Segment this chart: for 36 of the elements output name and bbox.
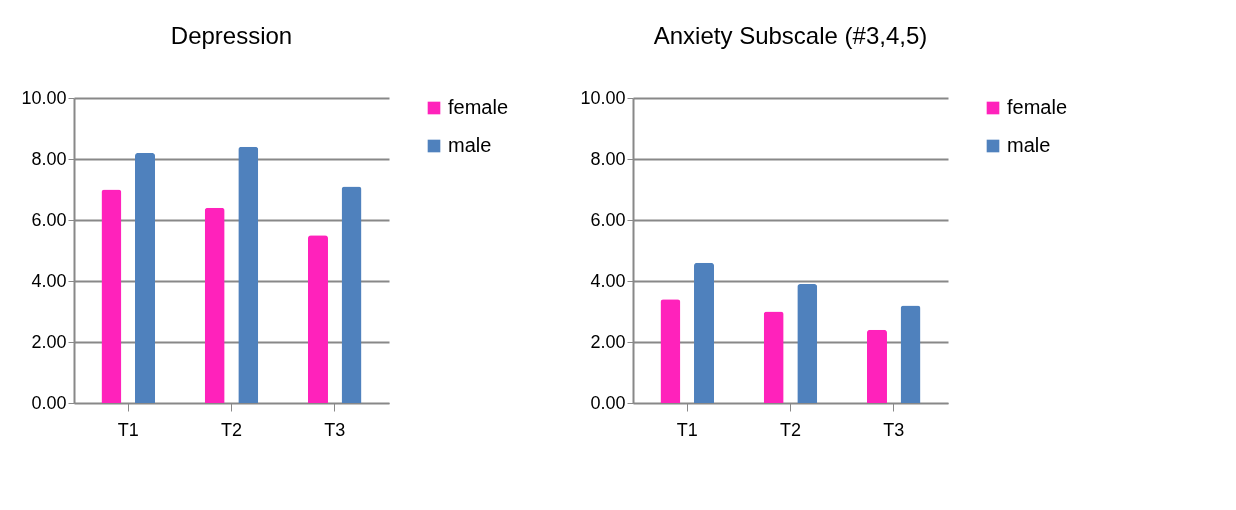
x-tick-label: T3 [324, 419, 346, 440]
x-tick-label: T2 [779, 419, 802, 440]
legend-label: male [1007, 134, 1051, 156]
bar [101, 189, 122, 403]
bar [308, 235, 328, 403]
y-tick-label: 2.00 [31, 331, 67, 352]
bar [204, 207, 225, 403]
x-tick-label: T1 [676, 419, 698, 440]
y-tick-label: 4.00 [31, 270, 67, 291]
y-tick-label: 10.00 [21, 87, 67, 108]
y-tick-label: 8.00 [31, 148, 67, 169]
bar [797, 284, 818, 403]
x-tick-label: T1 [117, 419, 139, 440]
bar [900, 305, 921, 403]
bar [135, 152, 155, 403]
x-tick-label: T3 [883, 419, 905, 440]
x-tick-label: T2 [220, 419, 243, 440]
y-tick-label: 2.00 [590, 331, 626, 352]
y-tick-label: 10.00 [580, 87, 626, 108]
bar [660, 299, 681, 403]
bar [238, 146, 259, 403]
y-tick-label: 0.00 [590, 392, 626, 413]
y-tick-label: 6.00 [590, 209, 626, 230]
legend-label: female [1007, 96, 1068, 118]
bar [694, 262, 714, 403]
y-tick-label: 0.00 [31, 392, 67, 413]
y-tick-label: 6.00 [31, 209, 67, 230]
legend-label: male [448, 134, 492, 156]
bar [763, 311, 784, 403]
chart-title: Depression [170, 22, 293, 49]
y-tick-label: 8.00 [590, 148, 626, 169]
legend-label: female [448, 96, 509, 118]
bar [341, 186, 362, 403]
chart-title: Anxiety Subscale (#3,4,5) [653, 22, 928, 49]
bar [867, 329, 887, 403]
y-tick-label: 4.00 [590, 270, 626, 291]
